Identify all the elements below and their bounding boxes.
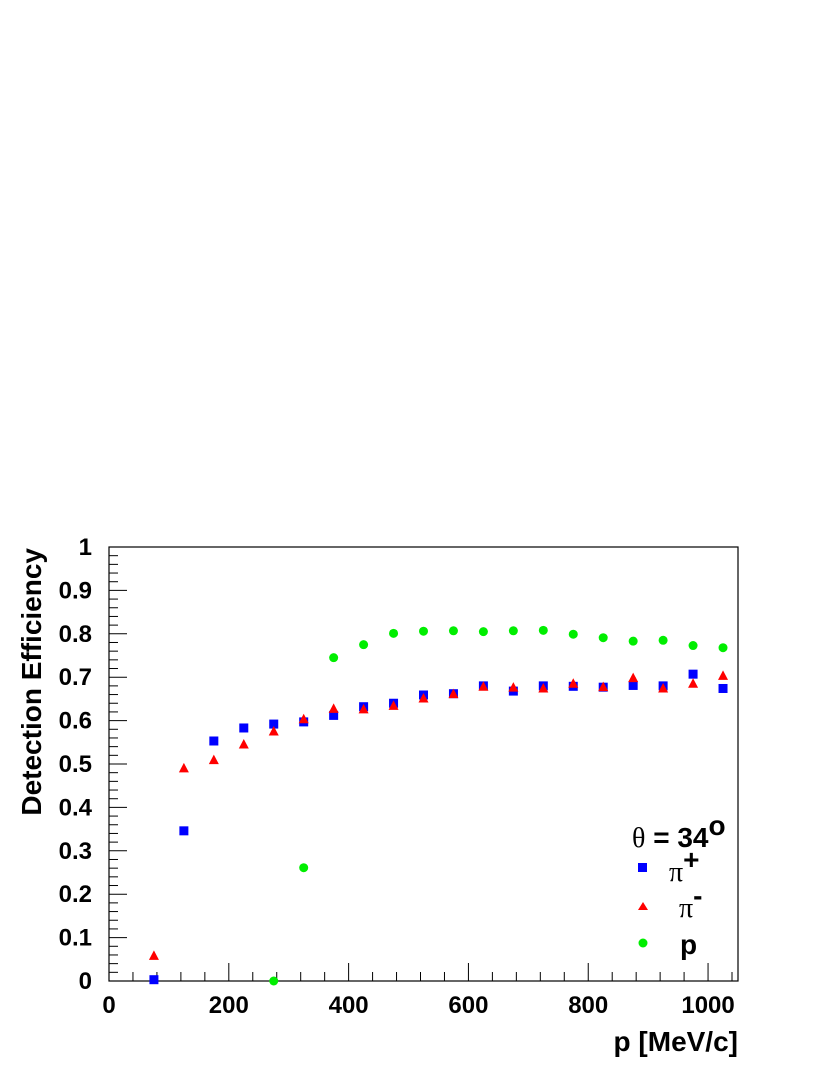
data-point-circle <box>538 625 548 635</box>
series-2 <box>269 625 728 986</box>
y-tick-label: 0.9 <box>59 577 92 604</box>
data-point-triangle <box>538 682 549 693</box>
data-point-triangle <box>688 678 699 688</box>
data-point-square <box>628 680 638 690</box>
theta-value: = 34 <box>645 822 708 853</box>
plot-area <box>108 546 739 982</box>
plot-frame <box>108 546 739 982</box>
data-point-square <box>718 683 728 693</box>
series-1 <box>148 670 729 960</box>
legend-label-pi-minus: π <box>679 893 693 924</box>
x-axis-title: p [MeV/c] <box>614 1026 738 1057</box>
y-tick-label: 0.8 <box>59 621 92 648</box>
y-tick-label: 0.4 <box>59 794 93 821</box>
data-point-circle <box>598 633 608 643</box>
data-point-square <box>149 975 159 985</box>
data-point-circle <box>269 976 279 986</box>
y-tick-label: 0 <box>79 968 92 995</box>
legend-square-marker <box>638 863 647 872</box>
data-point-circle <box>658 635 668 645</box>
data-point-square <box>329 710 339 720</box>
x-tick-label: 400 <box>329 992 369 1019</box>
data-point-circle <box>329 653 339 663</box>
data-point-triangle <box>238 738 249 749</box>
data-point-circle <box>299 863 309 873</box>
legend-sup-pi-minus: - <box>693 880 702 911</box>
legend-circle-marker <box>638 938 648 948</box>
data-point-triangle <box>178 762 189 773</box>
legend-entry-pi-minus: π- <box>638 880 702 924</box>
legend: π+ π- p <box>638 844 702 960</box>
data-point-triangle <box>478 681 489 691</box>
svg-text:π-: π- <box>679 880 702 924</box>
data-points <box>148 625 729 986</box>
y-axis-title: Detection Efficiency <box>16 548 47 816</box>
data-point-triangle <box>508 682 519 692</box>
data-point-circle <box>568 629 578 639</box>
data-point-triangle <box>658 682 669 693</box>
x-tick-label: 200 <box>209 992 249 1019</box>
data-point-triangle <box>628 672 639 683</box>
data-point-circle <box>359 640 369 650</box>
y-tick-label: 1 <box>79 534 92 561</box>
theta-annotation: θ = 34o <box>632 810 726 854</box>
svg-text:π+: π+ <box>669 844 700 888</box>
legend-label-proton: p <box>680 929 697 960</box>
data-point-square <box>688 669 698 679</box>
legend-entry-pi-plus: π+ <box>638 844 700 888</box>
axis-ticks <box>108 546 733 982</box>
x-tick-label: 800 <box>568 992 608 1019</box>
data-point-triangle <box>358 703 369 714</box>
y-tick-label: 0.6 <box>59 708 92 735</box>
data-point-triangle <box>568 678 579 688</box>
data-point-square <box>269 719 279 729</box>
data-point-circle <box>628 636 638 646</box>
data-point-triangle <box>298 713 309 724</box>
data-point-triangle <box>448 688 459 699</box>
tick-labels: 0 0.1 0.2 0.3 0.4 0.5 0.6 0.7 0.8 0.9 1 0 200 400 600 8… <box>59 534 735 1019</box>
data-point-square <box>179 826 189 836</box>
svg-text:θ = 34o: θ = 34o <box>632 810 726 854</box>
data-point-circle <box>448 626 458 636</box>
data-point-circle <box>508 626 518 636</box>
y-tick-label: 0.5 <box>59 751 92 778</box>
data-point-circle <box>718 643 728 653</box>
data-point-square <box>239 723 249 733</box>
x-tick-label: 1000 <box>681 992 734 1019</box>
theta-degree: o <box>708 810 725 841</box>
data-point-triangle <box>148 950 159 960</box>
data-point-triangle <box>388 700 399 710</box>
y-tick-label: 0.3 <box>59 838 92 865</box>
legend-triangle-marker <box>638 902 648 910</box>
theta-symbol: θ <box>632 823 645 854</box>
data-point-triangle <box>598 681 609 692</box>
data-point-triangle <box>328 703 339 713</box>
legend-entry-proton: p <box>638 929 697 960</box>
data-point-triangle <box>718 670 729 680</box>
data-point-square <box>209 736 219 746</box>
y-tick-label: 0.2 <box>59 881 92 908</box>
legend-sup-pi-plus: + <box>683 844 699 875</box>
y-tick-label: 0.7 <box>59 664 92 691</box>
data-point-circle <box>478 627 488 637</box>
data-point-triangle <box>418 692 429 703</box>
data-point-triangle <box>268 725 279 736</box>
data-point-circle <box>389 628 399 638</box>
data-point-circle <box>688 641 698 651</box>
y-tick-label: 0.1 <box>59 925 92 952</box>
data-point-triangle <box>208 754 219 765</box>
data-point-circle <box>419 626 428 636</box>
x-tick-label: 600 <box>448 992 488 1019</box>
legend-label-pi-plus: π <box>669 857 683 888</box>
x-tick-label: 0 <box>102 992 115 1019</box>
